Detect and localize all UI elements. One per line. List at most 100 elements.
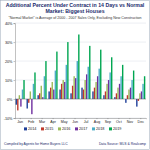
bar <box>95 82 96 99</box>
bar <box>70 93 71 99</box>
background <box>1 1 150 150</box>
bar <box>108 80 109 99</box>
bar <box>130 88 131 99</box>
footer: Compiled by Agents for Home Buyers LLC <box>4 142 68 146</box>
bar <box>131 80 132 99</box>
bar <box>78 34 79 99</box>
legend: 201420152016201720182019 <box>24 127 121 131</box>
bar <box>83 90 84 99</box>
grid <box>15 23 146 118</box>
tick-label: Dec <box>138 120 145 124</box>
tick: Jan <box>17 118 23 124</box>
tick-label: -10% <box>4 117 13 121</box>
tick-label: Apr <box>50 120 56 124</box>
bar <box>39 93 40 99</box>
legend-swatch <box>41 127 44 130</box>
tick-label: Oct <box>116 120 122 124</box>
tick-mark <box>14 80 16 81</box>
tick-label: 20% <box>5 60 13 64</box>
tick-label: Sep <box>105 120 111 124</box>
bar <box>20 99 21 107</box>
tick: Dec <box>138 118 145 124</box>
bar <box>28 99 29 103</box>
bar <box>27 99 28 108</box>
grid-line <box>15 42 146 43</box>
legend-label: 2014 <box>28 127 36 131</box>
bar <box>142 84 143 99</box>
bar <box>114 97 115 99</box>
bar <box>52 82 53 99</box>
bar <box>117 88 118 99</box>
bar <box>59 90 60 99</box>
bar <box>67 42 68 99</box>
bar <box>120 76 121 99</box>
legend-swatch <box>109 127 112 130</box>
bar <box>136 99 137 107</box>
chart: Additional Percent Under Contract in 14 … <box>0 0 150 150</box>
bar <box>116 93 117 99</box>
bar <box>138 99 139 101</box>
bar <box>50 88 51 99</box>
bar <box>48 91 49 99</box>
legend-swatch <box>24 127 27 130</box>
title: Additional Percent Under Contract in 14 … <box>6 2 145 14</box>
bar <box>53 90 54 99</box>
bar <box>31 99 32 114</box>
bar <box>41 86 42 99</box>
tick-mark <box>14 61 16 62</box>
tick: Jul <box>84 118 89 124</box>
tick-label: Mar <box>39 120 46 124</box>
tick: -10% <box>4 117 15 121</box>
footer: Data Source: MLS & Realcomp <box>99 142 146 146</box>
tick-mark <box>14 99 16 100</box>
bar <box>55 71 56 99</box>
tick-label: Nov <box>127 120 134 124</box>
bar <box>19 95 20 99</box>
bar <box>122 65 123 99</box>
tick-mark <box>14 23 16 24</box>
tick-label: Jan <box>17 120 23 124</box>
tick-label: Jul <box>84 120 89 124</box>
tick: 10% <box>5 79 15 83</box>
bar <box>56 52 57 99</box>
tick: 40% <box>5 22 15 26</box>
tick-mark <box>14 42 16 43</box>
tick-label: Feb <box>28 120 34 124</box>
legend-label: 2016 <box>62 127 70 131</box>
legend-label: 2018 <box>96 127 104 131</box>
bar <box>16 99 17 105</box>
legend-label: 2017 <box>79 127 87 131</box>
bar <box>89 46 90 99</box>
zero-line <box>15 99 146 100</box>
bars <box>16 34 146 114</box>
bar <box>66 65 67 99</box>
tick-label: Aug <box>94 120 100 124</box>
bar <box>111 57 112 99</box>
subtitle: "Normal Market" is Average of 2000 - 200… <box>8 16 141 20</box>
tick-label: Jun <box>72 120 78 124</box>
bar <box>73 76 74 99</box>
tick: Aug <box>94 118 100 124</box>
tick: Sep <box>105 118 111 124</box>
bar <box>105 91 106 99</box>
bar <box>92 91 93 99</box>
bar <box>17 99 18 110</box>
bar <box>33 84 34 99</box>
bar <box>72 86 73 99</box>
bar <box>64 82 65 99</box>
bar <box>45 61 46 99</box>
tick: 0% <box>7 98 15 102</box>
tick-label: 0% <box>7 98 13 102</box>
bar <box>100 50 101 99</box>
bar <box>144 76 145 99</box>
grid-line <box>15 118 146 119</box>
bar <box>75 78 76 99</box>
tick-label: 30% <box>5 41 13 45</box>
bar <box>86 74 87 99</box>
bar <box>63 80 64 99</box>
bar <box>125 99 126 103</box>
tick: Jun <box>72 118 78 124</box>
tick: Feb <box>28 118 34 124</box>
bar <box>44 76 45 99</box>
grid-line <box>15 23 146 24</box>
